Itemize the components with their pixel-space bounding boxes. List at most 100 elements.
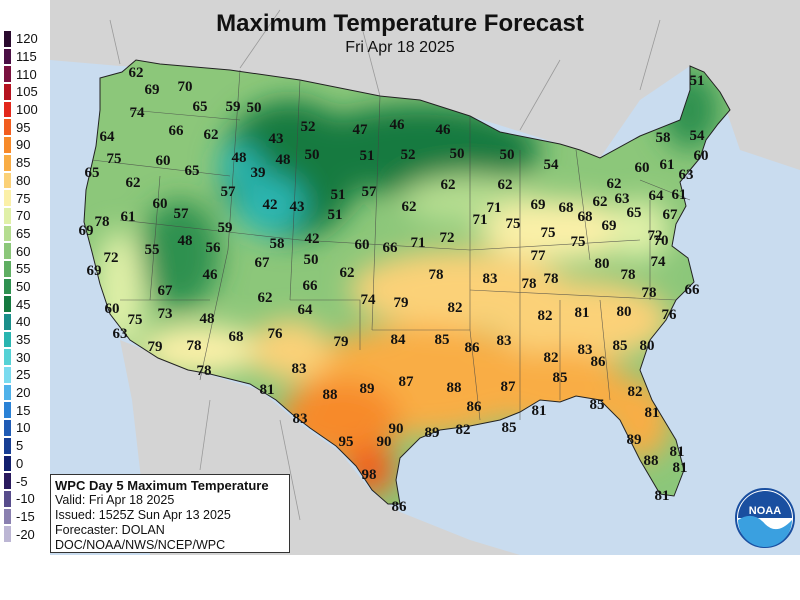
temperature-value: 81	[575, 305, 590, 321]
legend-label: -15	[16, 508, 35, 524]
temperature-value: 48	[200, 311, 215, 327]
legend-row: 55	[3, 259, 47, 278]
temperature-value: 85	[590, 397, 605, 413]
temperature-value: 58	[270, 236, 285, 252]
legend-label: 70	[16, 208, 31, 224]
temperature-value: 50	[247, 100, 262, 116]
temperature-value: 48	[178, 233, 193, 249]
legend-row: 120	[3, 30, 47, 48]
legend-label: 40	[16, 314, 31, 330]
temperature-value: 80	[617, 304, 632, 320]
legend-label: 85	[16, 155, 31, 171]
legend-swatch	[3, 189, 12, 207]
us-outline	[83, 59, 731, 505]
temperature-value: 78	[621, 267, 636, 283]
temperature-value: 60	[355, 237, 370, 253]
legend-swatch	[3, 136, 12, 154]
temperature-value: 62	[204, 127, 219, 143]
legend-label: -20	[16, 526, 35, 542]
legend-swatch	[3, 259, 12, 278]
temperature-value: 52	[301, 119, 316, 135]
temperature-value: 69	[531, 197, 546, 213]
temperature-value: 50	[500, 147, 515, 163]
legend-swatch	[3, 507, 12, 526]
temperature-value: 75	[128, 312, 143, 328]
temperature-value: 63	[615, 191, 630, 207]
legend-label: 30	[16, 349, 31, 365]
temperature-value: 75	[506, 216, 521, 232]
temperature-value: 72	[440, 230, 455, 246]
temperature-value: 66	[383, 240, 399, 256]
temperature-value: 59	[226, 99, 241, 115]
legend-label: 5	[16, 438, 24, 454]
temperature-value: 89	[360, 381, 375, 397]
temperature-value: 82	[544, 350, 559, 366]
temperature-value: 66	[169, 123, 185, 139]
legend-label: 50	[16, 278, 31, 294]
temperature-value: 82	[538, 308, 553, 324]
temperature-value: 75	[107, 151, 122, 167]
legend-row: 15	[3, 401, 47, 420]
legend-row: -10	[3, 489, 47, 508]
legend-label: 65	[16, 225, 31, 241]
legend-label: 95	[16, 119, 31, 135]
legend-label: 90	[16, 137, 31, 153]
temperature-value: 50	[305, 147, 320, 163]
temperature-value: 79	[148, 339, 163, 355]
temperature-value: 89	[425, 425, 440, 441]
temperature-value: 51	[328, 207, 343, 223]
temperature-value: 78	[95, 214, 110, 230]
temperature-value: 89	[627, 432, 642, 448]
temperature-value: 82	[448, 300, 463, 316]
legend-swatch	[3, 525, 12, 543]
temperature-value: 72	[104, 250, 119, 266]
temperature-value: 86	[465, 340, 481, 356]
temperature-value: 67	[663, 207, 679, 223]
temperature-value: 82	[628, 384, 643, 400]
temperature-value: 70	[654, 233, 669, 249]
temperature-value: 72	[648, 228, 663, 244]
temperature-value: 80	[595, 256, 610, 272]
temperature-value: 51	[331, 187, 346, 203]
temperature-value: 69	[145, 82, 160, 98]
temperature-value: 54	[690, 128, 706, 144]
legend-swatch	[3, 224, 12, 243]
temperature-value: 42	[305, 231, 320, 247]
temperature-value: 62	[258, 290, 273, 306]
temperature-value: 62	[593, 194, 608, 210]
legend-swatch	[3, 454, 12, 473]
legend-label: 0	[16, 455, 24, 471]
temperature-value: 83	[293, 411, 308, 427]
temperature-value: 83	[578, 342, 593, 358]
temperature-value: 60	[105, 301, 120, 317]
temperature-value: 63	[113, 326, 128, 342]
temperature-value: 71	[411, 235, 426, 251]
temperature-value: 62	[340, 265, 355, 281]
temperature-value: 85	[502, 420, 517, 436]
legend-row: 35	[3, 330, 47, 349]
legend-row: 85	[3, 153, 47, 172]
temperature-value: 83	[497, 333, 512, 349]
legend-row: -20	[3, 525, 47, 543]
temperature-value: 48	[232, 150, 247, 166]
temperature-value: 81	[532, 403, 547, 419]
legend-swatch	[3, 366, 12, 384]
temperature-value: 59	[218, 220, 233, 236]
legend-swatch	[3, 383, 12, 402]
info-head: WPC Day 5 Maximum Temperature	[55, 478, 269, 493]
temperature-value: 46	[390, 117, 406, 133]
temperature-value: 65	[193, 99, 208, 115]
temperature-value: 71	[473, 212, 488, 228]
legend-swatch	[3, 206, 12, 225]
temperature-value: 60	[153, 196, 168, 212]
temperature-value: 85	[553, 370, 568, 386]
temperature-value: 64	[298, 302, 314, 318]
temperature-value: 83	[292, 361, 307, 377]
temperature-value: 64	[100, 129, 116, 145]
legend-row: 95	[3, 118, 47, 137]
temperature-value: 81	[260, 382, 275, 398]
temperature-value: 87	[501, 379, 517, 395]
legend-swatch	[3, 118, 12, 137]
temperature-value: 75	[541, 225, 556, 241]
legend-row: 70	[3, 206, 47, 225]
